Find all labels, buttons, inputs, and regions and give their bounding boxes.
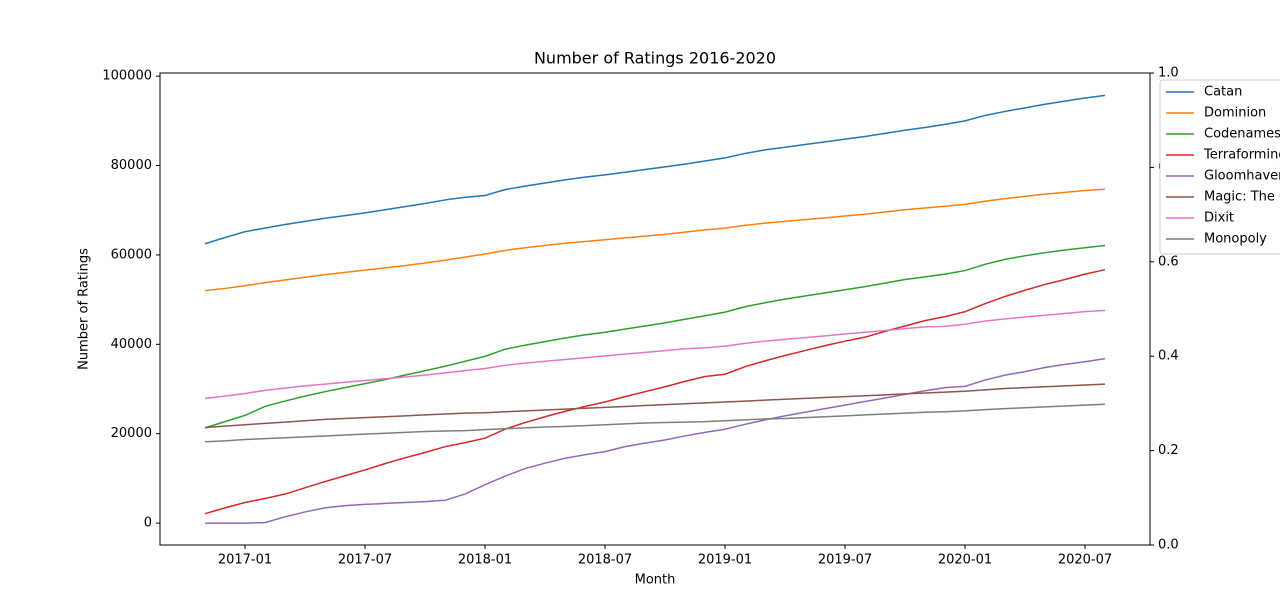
x-tick-label: 2020-01: [938, 553, 992, 568]
chart-title: Number of Ratings 2016-2020: [534, 49, 776, 68]
series-line: [204, 188, 1106, 292]
y2-tick-label: 0.6: [1158, 254, 1179, 269]
y2-tick-label: 0.2: [1158, 443, 1179, 458]
y-tick-label: 100000: [102, 69, 152, 84]
series-line: [204, 309, 1106, 400]
x-tick-label: 2018-07: [578, 553, 632, 568]
x-axis-label: Month: [635, 573, 676, 588]
legend-label: Magic: The Gathering: [1204, 190, 1280, 205]
legend-box: [1159, 79, 1280, 255]
legend-label: Gloomhaven: [1204, 169, 1280, 184]
legend-label: Dixit: [1204, 211, 1234, 226]
legend-label: Terraforming Mars: [1203, 148, 1280, 163]
series-line: [204, 244, 1106, 429]
series-line: [204, 403, 1106, 443]
y2-tick-label: 0.0: [1158, 538, 1179, 553]
y-tick-label: 80000: [111, 158, 152, 173]
y-axis-label: Number of Ratings: [77, 248, 92, 370]
legend-label: Dominion: [1204, 106, 1266, 121]
legend-label: Monopoly: [1204, 232, 1267, 247]
x-tick-label: 2020-07: [1058, 553, 1112, 568]
y-tick-label: 60000: [111, 247, 152, 262]
series-line: [205, 357, 1106, 524]
legend-label: Codenames: [1204, 127, 1280, 142]
y2-tick-label: 0.4: [1158, 349, 1179, 364]
legend-label: Catan: [1204, 85, 1242, 100]
x-tick-label: 2019-01: [698, 553, 752, 568]
y-tick-label: 40000: [111, 337, 152, 352]
y2-tick-label: 1.0: [1158, 66, 1179, 81]
x-tick-label: 2018-01: [458, 553, 512, 568]
plot-frame: [159, 72, 1151, 546]
x-tick-label: 2017-01: [218, 553, 272, 568]
series-line: [204, 268, 1106, 515]
series-line: [204, 383, 1106, 429]
y-tick-label: 20000: [111, 426, 152, 441]
y-tick-label: 0: [144, 516, 152, 531]
x-tick-label: 2019-07: [818, 553, 872, 568]
series-line: [204, 94, 1106, 245]
x-tick-label: 2017-07: [338, 553, 392, 568]
